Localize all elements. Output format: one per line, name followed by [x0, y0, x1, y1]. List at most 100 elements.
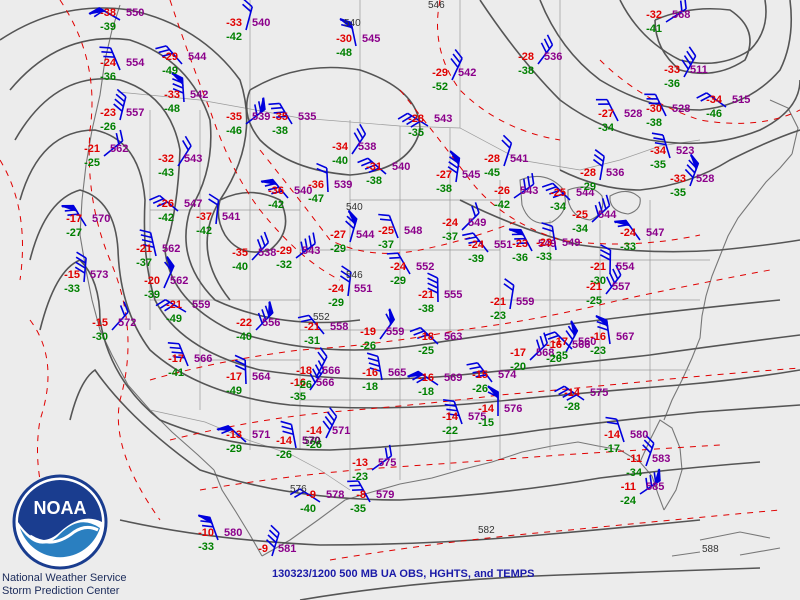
station-57: -21 559 -23 [490, 296, 534, 322]
station-temperature: -14 [478, 403, 495, 415]
station-dewpoint: -25 [418, 345, 434, 357]
station-dewpoint: -49 [226, 385, 242, 397]
station-33: -21 558 -31 [304, 321, 348, 347]
wind-barb [316, 162, 329, 193]
station-temperature: -18 [296, 365, 312, 377]
station-dewpoint: -26 [306, 439, 322, 451]
wind-barb [88, 7, 121, 21]
state-lines-central [300, 120, 500, 480]
station-dewpoint: -46 [226, 125, 242, 137]
station-dewpoint: -26 [472, 383, 488, 395]
wind-barb [245, 97, 266, 125]
wind-barb [61, 204, 87, 227]
station-dewpoint: -23 [590, 345, 606, 357]
station-temperature: -27 [436, 169, 452, 181]
height-contour-7 [119, 519, 701, 546]
station-76: -16 567 -23 [590, 331, 634, 357]
station-dewpoint: -33 [198, 541, 214, 553]
height-contour-12 [539, 0, 793, 111]
station-53: -14 575 -22 [442, 411, 486, 437]
station-dewpoint: -29 [390, 275, 406, 287]
station-dewpoint: -23 [352, 471, 368, 483]
wind-barb [537, 34, 554, 65]
station-69: -27 528 -34 [598, 108, 642, 134]
station-height: 549 [562, 237, 580, 249]
station-height: 575 [590, 387, 608, 399]
station-dewpoint: -20 [510, 361, 526, 373]
map-caption: 130323/1200 500 MB UA OBS, HGHTS, and TE… [272, 568, 535, 580]
station-dewpoint: -39 [468, 253, 484, 265]
wind-barb [371, 444, 393, 471]
wind-barb [197, 514, 219, 541]
station-height: 585 [646, 481, 664, 493]
wind-barb [461, 202, 480, 231]
station-temperature: -16 [590, 331, 606, 343]
station-48: -19 559 -26 [360, 326, 404, 352]
station-dewpoint: -42 [494, 199, 510, 211]
station-80: -33 528 -35 [670, 173, 714, 199]
station-height: 540 [294, 185, 312, 197]
org-division: Storm Prediction Center [2, 585, 120, 597]
station-temperature: -34 [706, 94, 723, 106]
contour-label: 582 [478, 525, 495, 536]
station-dewpoint: -25 [84, 157, 100, 169]
station-height: 542 [190, 89, 208, 101]
station-height: 567 [616, 331, 634, 343]
station-height: 548 [404, 225, 422, 237]
wind-barbs [61, 0, 727, 557]
isotherm-9 [329, 509, 781, 561]
station-temperature: -24 [390, 261, 407, 273]
wind-barb [681, 46, 697, 78]
station-dewpoint: -36 [664, 78, 680, 90]
station-temperature: -32 [646, 9, 662, 21]
station-temperature: -33 [670, 173, 686, 185]
station-17: -35 535 -38 [272, 111, 316, 137]
station-temperature: -33 [226, 17, 242, 29]
isotherms [0, 0, 800, 561]
height-contour-0 [0, 7, 248, 301]
station-dewpoint: -35 [350, 503, 366, 515]
station-dewpoint: -42 [226, 31, 242, 43]
station-height: 538 [258, 247, 276, 259]
station-plots: -38 550-39-24 554-36-23 557-26-21 562-25-17 5… [64, 7, 750, 555]
station-dewpoint: -20 [546, 353, 562, 365]
station-dewpoint: -38 [272, 125, 288, 137]
station-height: 580 [630, 429, 648, 441]
station-height: 563 [444, 331, 462, 343]
station-height: 559 [386, 326, 404, 338]
station-60: -14 576 -15 [478, 403, 522, 429]
station-temperature: -33 [164, 89, 180, 101]
station-temperature: -23 [536, 237, 552, 249]
station-dewpoint: -34 [572, 223, 589, 235]
station-temperature: -29 [162, 51, 178, 63]
station-height: 579 [376, 489, 394, 501]
station-dewpoint: -26 [296, 379, 312, 391]
station-temperature: -20 [144, 275, 160, 287]
station-temperature: -24 [620, 227, 637, 239]
station-11: -21 562 -37 [136, 243, 180, 269]
station-30: -24 552 -29 [390, 261, 434, 287]
station-22: -34 538 -40 [332, 141, 376, 167]
station-height: 566 [572, 339, 590, 351]
station-dewpoint: -17 [604, 443, 620, 455]
station-temperature: -21 [166, 299, 182, 311]
station-3: -21 562 -25 [84, 143, 128, 169]
org-name: National Weather Service [2, 572, 127, 584]
isotherm-2 [259, 149, 521, 254]
wind-barb [366, 352, 383, 381]
isotherm-3 [149, 269, 771, 381]
station-height: 547 [646, 227, 664, 239]
station-height: 543 [184, 153, 202, 165]
station-dewpoint: -36 [100, 71, 116, 83]
wind-barb [177, 135, 192, 167]
wind-barb [642, 434, 655, 467]
station-temperature: -17 [510, 347, 526, 359]
station-temperature: -34 [332, 141, 349, 153]
station-temperature: -35 [272, 111, 288, 123]
station-temperature: -14 [604, 429, 621, 441]
contour-label: 540 [344, 18, 361, 29]
wind-barb [639, 468, 661, 495]
caribbean-islands [671, 531, 781, 557]
station-dewpoint: -29 [330, 243, 346, 255]
